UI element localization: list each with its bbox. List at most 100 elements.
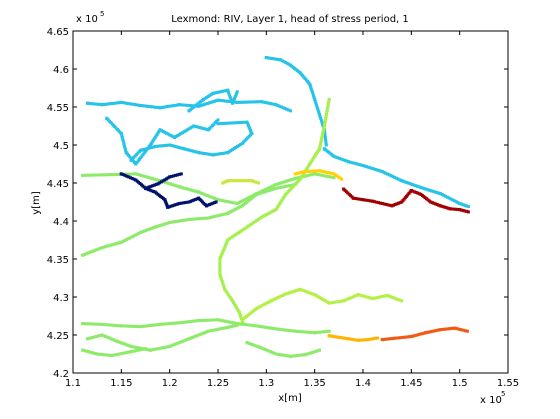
river-cell xyxy=(172,104,175,108)
river-cell xyxy=(121,324,125,328)
river-cell xyxy=(316,109,320,113)
river-cell xyxy=(296,354,300,357)
river-cell xyxy=(104,323,108,327)
river-cell xyxy=(83,349,86,353)
river-cell xyxy=(157,224,161,228)
river-cell xyxy=(102,173,106,177)
river-cell xyxy=(114,101,117,105)
river-cell xyxy=(287,62,291,66)
river-cell xyxy=(154,182,158,186)
river-cell xyxy=(401,179,405,183)
river-cell xyxy=(135,232,139,236)
river-cell xyxy=(225,240,229,244)
data-point xyxy=(318,348,321,352)
data-point xyxy=(274,352,278,356)
data-point xyxy=(235,90,239,94)
river-cell xyxy=(189,336,193,340)
x-exponent-power: 5 xyxy=(501,390,505,398)
river-cell xyxy=(285,354,289,358)
data-point xyxy=(274,183,278,186)
river-cell xyxy=(102,103,106,106)
river-cell xyxy=(283,180,287,184)
river-cell xyxy=(131,349,135,353)
data-point xyxy=(197,196,201,200)
river-cell xyxy=(268,300,272,304)
river-cell xyxy=(432,201,436,205)
river-cell xyxy=(303,330,307,334)
data-point xyxy=(284,192,288,196)
river-cell xyxy=(307,330,311,334)
river-cell xyxy=(224,289,228,293)
data-point xyxy=(318,113,321,117)
river-cell xyxy=(108,173,112,177)
river-cell xyxy=(265,101,269,105)
river-cell xyxy=(193,217,197,221)
river-cell xyxy=(158,346,162,350)
river-cell xyxy=(402,335,406,339)
data-point xyxy=(134,172,138,176)
river-cell xyxy=(249,128,252,132)
data-point xyxy=(332,176,336,180)
data-point xyxy=(245,225,249,229)
river-cell xyxy=(209,202,213,206)
river-cell xyxy=(139,174,143,177)
river-cell xyxy=(256,345,260,349)
data-point xyxy=(216,122,220,126)
river-cell xyxy=(183,201,187,205)
river-cell xyxy=(285,179,288,183)
river-cell xyxy=(199,126,203,130)
river-cell xyxy=(222,199,226,203)
river-cell xyxy=(327,101,330,105)
river-cell xyxy=(218,263,222,267)
river-series-3 xyxy=(129,120,254,162)
river-cell xyxy=(287,354,291,358)
river-cell xyxy=(398,178,402,182)
river-cell xyxy=(107,336,111,340)
river-cell xyxy=(89,102,93,106)
river-cell xyxy=(175,103,179,107)
y-axis-ticks: 4.2 4.25 4.3 4.35 4.4 4.45 4.5 4.55 4.6 4.65 xyxy=(47,27,508,380)
river-cell xyxy=(451,198,455,202)
river-cell xyxy=(206,94,210,98)
river-cell xyxy=(272,102,276,106)
river-cell xyxy=(400,336,404,339)
river-cell xyxy=(208,329,212,333)
y-tick-label: 4.2 xyxy=(53,369,69,380)
river-cell xyxy=(411,189,415,193)
river-cell xyxy=(269,185,273,189)
river-cell xyxy=(261,303,265,307)
river-cell xyxy=(243,226,247,230)
river-cell xyxy=(209,195,213,199)
data-point xyxy=(289,354,292,358)
river-cell xyxy=(84,349,88,353)
river-cell xyxy=(325,107,329,111)
river-cell xyxy=(299,353,303,357)
river-cell xyxy=(282,195,286,199)
y-tick-label: 4.4 xyxy=(53,217,69,228)
river-cell xyxy=(172,203,176,207)
x-tick-label: 1.1 xyxy=(65,378,81,389)
river-cell xyxy=(87,336,91,340)
river-cell xyxy=(325,111,329,115)
river-cell xyxy=(117,352,121,356)
river-cell xyxy=(222,284,226,288)
river-cell xyxy=(311,331,315,335)
river-cell xyxy=(163,178,167,182)
river-cell xyxy=(95,334,99,338)
river-cell xyxy=(272,351,276,355)
river-cell xyxy=(458,328,462,331)
data-point xyxy=(148,143,152,147)
river-cell xyxy=(247,323,251,327)
river-cell xyxy=(330,175,334,179)
river-cell xyxy=(257,324,261,328)
river-cell xyxy=(140,347,144,351)
river-cell xyxy=(181,186,185,190)
data-point xyxy=(110,173,114,177)
river-cell xyxy=(218,198,222,202)
river-cell xyxy=(242,198,246,202)
river-cell xyxy=(83,173,87,177)
river-cell xyxy=(218,327,222,331)
river-cell xyxy=(237,201,241,205)
river-cell xyxy=(180,340,184,344)
data-point xyxy=(371,199,375,203)
